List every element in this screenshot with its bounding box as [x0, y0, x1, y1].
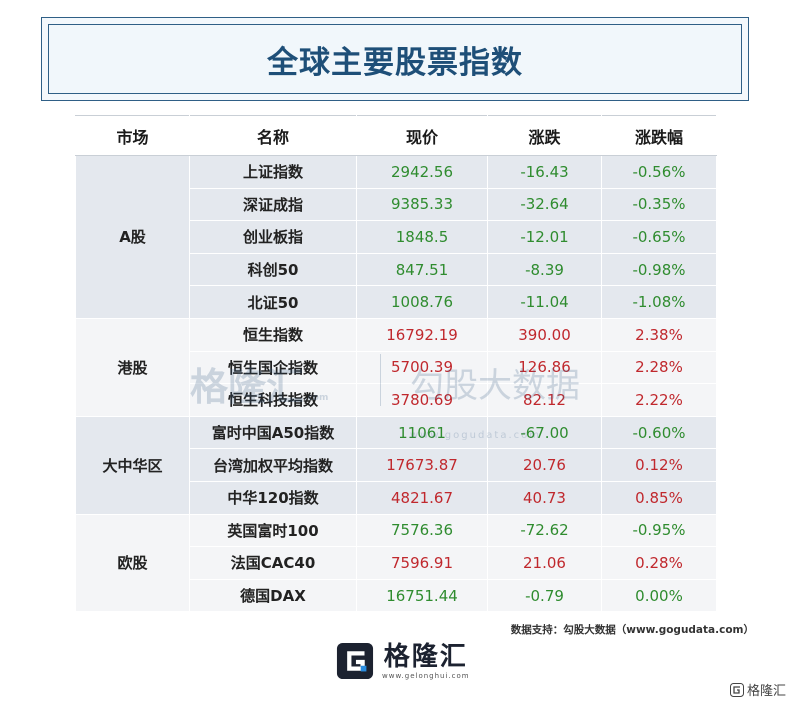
market-cell: 大中华区 [75, 415, 190, 515]
change-pct-cell: -0.95% [601, 513, 717, 548]
change-cell: -16.43 [487, 155, 602, 189]
change-cell: 20.76 [487, 448, 602, 482]
change-pct-cell: 2.28% [601, 350, 717, 385]
change-cell: -32.64 [487, 187, 602, 222]
change-pct-cell: 0.00% [601, 578, 717, 613]
name-cell: 法国CAC40 [189, 546, 357, 580]
name-cell: 创业板指 [189, 220, 357, 254]
logo-g-icon [336, 642, 374, 680]
price-cell: 1008.76 [356, 285, 488, 319]
change-cell: -72.62 [487, 513, 602, 548]
change-cell: -0.79 [487, 578, 602, 613]
change-cell: -8.39 [487, 252, 602, 287]
price-cell: 9385.33 [356, 187, 488, 222]
gelonghui-logo: 格隆汇 www.gelonghui.com [336, 638, 470, 684]
change-cell: -11.04 [487, 285, 602, 319]
change-pct-cell: 0.85% [601, 480, 717, 515]
change-pct-cell: 2.22% [601, 383, 717, 417]
name-cell: 德国DAX [189, 578, 357, 613]
change-pct-cell: 0.12% [601, 448, 717, 482]
table-row: 台湾加权平均指数 17673.87 20.76 0.12% [76, 448, 717, 482]
header-price: 现价 [356, 115, 488, 156]
source-note: 数据支持：勾股大数据（www.gogudata.com） [510, 624, 754, 636]
change-cell: -67.00 [487, 415, 602, 450]
price-cell: 5700.39 [356, 350, 488, 385]
table-row: 北证50 1008.76 -11.04 -1.08% [76, 285, 717, 319]
table-row: 大中华区 富时中国A50指数 11061 -67.00 -0.60% [75, 415, 717, 515]
table-row: A股 上证指数 2942.56 -16.43 -0.56% [75, 155, 717, 319]
table-row: 港股 恒生指数 16792.19 390.00 2.38% [75, 317, 717, 417]
change-pct-cell: -0.98% [601, 252, 717, 287]
price-cell: 11061 [356, 415, 488, 450]
header-name: 名称 [189, 115, 357, 156]
price-cell: 1848.5 [356, 220, 488, 254]
change-pct-cell: 2.38% [601, 317, 717, 352]
corner-g-icon [729, 682, 744, 697]
price-cell: 4821.67 [356, 480, 488, 515]
table-row: 中华120指数 4821.67 40.73 0.85% [76, 480, 717, 515]
name-cell: 科创50 [189, 252, 357, 287]
table-row: 深证成指 9385.33 -32.64 -0.35% [76, 187, 717, 222]
price-cell: 16792.19 [356, 317, 488, 352]
change-pct-cell: -1.08% [601, 285, 717, 319]
name-cell: 英国富时100 [189, 513, 357, 548]
change-pct-cell: -0.65% [601, 220, 717, 254]
header-change: 涨跌 [487, 115, 602, 156]
name-cell: 恒生科技指数 [189, 383, 357, 417]
name-cell: 上证指数 [189, 155, 357, 189]
corner-text: 格隆汇 [746, 684, 786, 699]
title-banner: 全球主要股票指数 [41, 17, 749, 101]
price-cell: 847.51 [356, 252, 488, 287]
header-market: 市场 [75, 115, 190, 156]
table-header-row: 市场 名称 现价 涨跌 涨跌幅 [75, 115, 717, 156]
name-cell: 北证50 [189, 285, 357, 319]
change-pct-cell: -0.60% [601, 415, 717, 450]
price-cell: 7576.36 [356, 513, 488, 548]
price-cell: 17673.87 [356, 448, 488, 482]
title-banner-inner: 全球主要股票指数 [48, 24, 742, 94]
change-cell: 126.86 [487, 350, 602, 385]
name-cell: 中华120指数 [189, 480, 357, 515]
change-cell: 21.06 [487, 546, 602, 580]
change-pct-cell: -0.56% [601, 155, 717, 189]
change-cell: 390.00 [487, 317, 602, 352]
name-cell: 恒生指数 [189, 317, 357, 352]
name-cell: 恒生国企指数 [189, 350, 357, 385]
logo-text: 格隆汇 [383, 642, 468, 672]
table-row: 德国DAX 16751.44 -0.79 0.00% [76, 578, 717, 613]
table-row: 恒生科技指数 3780.69 82.12 2.22% [76, 383, 717, 417]
table-row: 欧股 英国富时100 7576.36 -72.62 -0.95% [75, 513, 717, 613]
change-cell: -12.01 [487, 220, 602, 254]
price-cell: 7596.91 [356, 546, 488, 580]
change-pct-cell: -0.35% [601, 187, 717, 222]
table-row: 科创50 847.51 -8.39 -0.98% [76, 252, 717, 287]
change-cell: 40.73 [487, 480, 602, 515]
change-pct-cell: 0.28% [601, 546, 717, 580]
table-row: 法国CAC40 7596.91 21.06 0.28% [76, 546, 717, 580]
name-cell: 深证成指 [189, 187, 357, 222]
name-cell: 台湾加权平均指数 [189, 448, 357, 482]
corner-watermark: 格隆汇 [729, 680, 786, 699]
index-table: 市场 名称 现价 涨跌 涨跌幅 A股 上证指数 2942.56 -16.43 -0.56… [75, 115, 717, 613]
name-cell: 富时中国A50指数 [189, 415, 357, 450]
market-cell: 港股 [75, 317, 190, 417]
header-change-pct: 涨跌幅 [601, 115, 717, 156]
page-title: 全球主要股票指数 [267, 44, 523, 81]
logo-url: www.gelonghui.com [382, 672, 470, 680]
market-cell: A股 [75, 155, 190, 319]
table-row: 创业板指 1848.5 -12.01 -0.65% [76, 220, 717, 254]
price-cell: 3780.69 [356, 383, 488, 417]
price-cell: 2942.56 [356, 155, 488, 189]
market-cell: 欧股 [75, 513, 190, 613]
table-body: A股 上证指数 2942.56 -16.43 -0.56% 深证成指 9385.33 -32.… [75, 155, 717, 613]
price-cell: 16751.44 [356, 578, 488, 613]
change-cell: 82.12 [487, 383, 602, 417]
